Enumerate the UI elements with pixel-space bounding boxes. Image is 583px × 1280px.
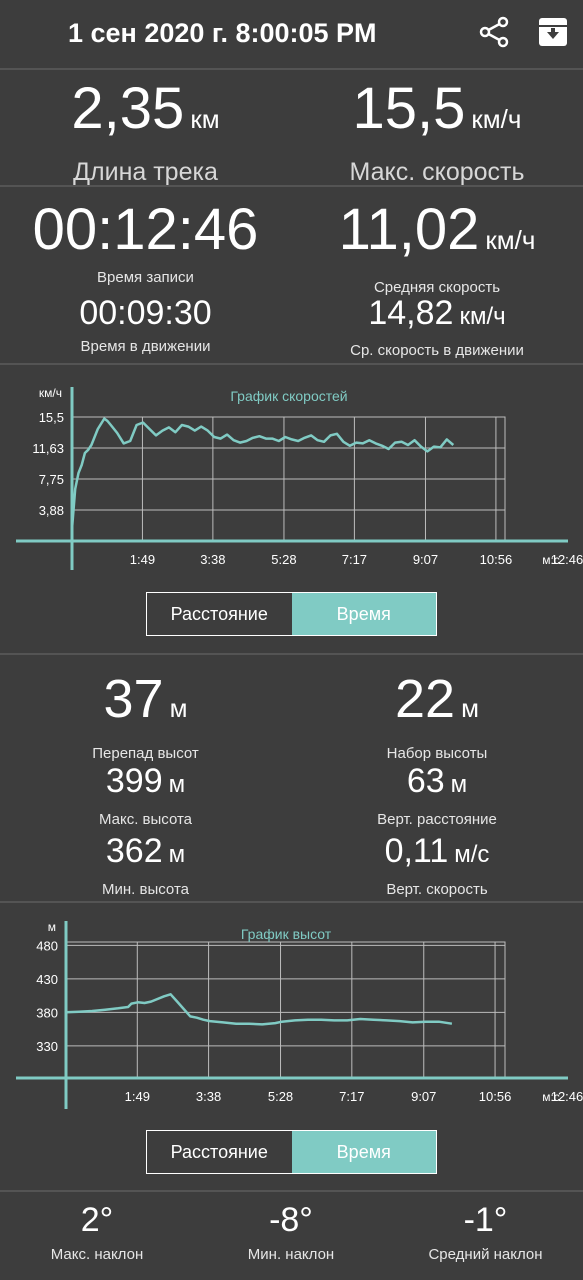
y-tick-label: 430	[36, 972, 58, 987]
avg-slope-label: Средний наклон	[428, 1246, 543, 1263]
elevation-chart-svg: 330 380 430 480 1:49 3:38 5:28 7:17 9:07 10:56 12:…	[16, 920, 583, 1109]
app-header: 1 сен 2020 г. 8:00:05 PM	[0, 0, 583, 68]
track-date-title: 1 сен 2020 г. 8:00:05 PM	[68, 18, 377, 48]
avg-speed-label: Средняя скорость	[373, 279, 501, 296]
x-axis-unit-label: м:с	[542, 553, 560, 567]
max-slope-block: 2° Макс. наклон	[0, 1203, 194, 1263]
vert-distance-block: 63 м Верт. расстояние	[291, 764, 583, 828]
moving-time-label: Время в движении	[80, 338, 211, 355]
toggle-distance-button[interactable]: Расстояние	[170, 603, 268, 624]
min-slope-value: -8°	[269, 1201, 313, 1239]
toggle-time-button[interactable]: Время	[291, 1131, 436, 1173]
max-speed-value: 15,5 км/ч	[352, 76, 522, 141]
x-tick-label: 9:07	[413, 552, 438, 567]
track-length-label: Длина трека	[73, 158, 218, 186]
y-axis-unit-label: км/ч	[39, 386, 62, 400]
speed-chart-toggle: Расстояние Время	[146, 592, 437, 636]
x-tick-label: 12:46	[551, 1089, 583, 1104]
max-slope-value: 2°	[80, 1201, 114, 1239]
max-altitude-value: 399 м	[105, 762, 186, 800]
moving-avg-speed-block: 14,82 км/ч Ср. скорость в движении	[291, 296, 583, 359]
x-tick-label: 3:38	[200, 552, 225, 567]
archive-button[interactable]	[535, 14, 571, 50]
avg-slope-value: -1°	[463, 1201, 508, 1239]
moving-avg-speed-label: Ср. скорость в движении	[350, 342, 524, 359]
elevation-chart-toggle: Расстояние Время	[146, 1130, 437, 1174]
elevation-gain-value: 22 м	[395, 669, 479, 729]
elevation-chart: 330 380 430 480 1:49 3:38 5:28 7:17 9:07 10:56 12:…	[0, 913, 583, 1118]
max-slope-label: Макс. наклон	[50, 1246, 144, 1263]
min-slope-block: -8° Мин. наклон	[194, 1203, 388, 1263]
chart-title: График высот	[241, 926, 332, 942]
record-time-label: Время записи	[97, 269, 194, 286]
x-tick-label: 5:28	[271, 552, 296, 567]
elevation-diff-block: 37 м Перепад высот	[0, 672, 291, 762]
vert-speed-label: Верт. скорость	[386, 881, 488, 898]
track-length-block: 2,35 км Длина трека	[0, 80, 291, 187]
vert-speed-value: 0,11 м/с	[384, 832, 490, 870]
series-line	[70, 417, 455, 530]
x-tick-label: 1:49	[125, 1089, 150, 1104]
max-altitude-block: 399 м Макс. высота	[0, 764, 291, 828]
x-tick-label: 1:49	[130, 552, 155, 567]
y-axis-unit-label: м	[48, 920, 56, 934]
max-speed-block: 15,5 км/ч Макс. скорость	[291, 80, 583, 187]
elevation-gain-label: Набор высоты	[386, 745, 488, 762]
x-axis-unit-label: м:с	[542, 1090, 560, 1104]
archive-download-icon	[539, 18, 567, 46]
min-altitude-block: 362 м Мин. высота	[0, 834, 291, 898]
x-tick-label: 5:28	[268, 1089, 293, 1104]
speed-chart: 3,88 7,75 11,63 15,5 1:49 3:38 5:28 7:17 9:07 10:…	[0, 375, 583, 580]
y-tick-label: 15,5	[39, 410, 64, 425]
y-tick-label: 3,88	[39, 503, 64, 518]
moving-avg-speed-value: 14,82 км/ч	[368, 294, 506, 332]
avg-slope-block: -1° Средний наклон	[388, 1203, 583, 1263]
max-altitude-label: Макс. высота	[98, 811, 193, 828]
min-altitude-label: Мин. высота	[102, 881, 189, 898]
grid-frame	[65, 941, 506, 1079]
avg-speed-value: 11,02 км/ч	[338, 197, 536, 262]
x-tick-label: 7:17	[339, 1089, 364, 1104]
series-line	[65, 993, 453, 1026]
moving-time-value: 00:09:30	[79, 294, 212, 332]
y-tick-label: 480	[36, 938, 58, 953]
x-tick-label: 9:07	[411, 1089, 436, 1104]
vert-distance-value: 63 м	[406, 762, 468, 800]
y-tick-label: 7,75	[39, 472, 64, 487]
track-length-value: 2,35 км	[71, 76, 220, 141]
avg-speed-block: 11,02 км/ч Средняя скорость	[291, 197, 583, 297]
vert-speed-block: 0,11 м/с Верт. скорость	[291, 834, 583, 898]
x-tick-label: 10:56	[480, 552, 513, 567]
divider	[0, 363, 583, 365]
vert-distance-label: Верт. расстояние	[377, 811, 497, 828]
y-tick-label: 330	[36, 1039, 58, 1054]
max-speed-label: Макс. скорость	[349, 158, 525, 186]
min-slope-label: Мин. наклон	[247, 1246, 335, 1263]
divider	[0, 68, 583, 70]
x-tick-label: 12:46	[551, 552, 583, 567]
chart-title: График скоростей	[230, 388, 347, 404]
record-time-block: 00:12:46 Время записи	[0, 197, 291, 287]
y-tick-label: 380	[36, 1005, 58, 1020]
x-tick-label: 7:17	[342, 552, 367, 567]
divider	[0, 185, 583, 187]
share-button[interactable]	[476, 14, 512, 50]
elevation-gain-block: 22 м Набор высоты	[291, 672, 583, 762]
x-tick-label: 3:38	[196, 1089, 221, 1104]
min-altitude-value: 362 м	[105, 832, 186, 870]
toggle-time-button[interactable]: Время	[291, 593, 436, 635]
divider	[0, 653, 583, 655]
divider	[0, 901, 583, 903]
y-tick-label: 11,63	[32, 441, 64, 456]
elevation-diff-value: 37 м	[103, 669, 188, 729]
toggle-distance-button[interactable]: Расстояние	[170, 1141, 268, 1162]
moving-time-block: 00:09:30 Время в движении	[0, 296, 291, 355]
elevation-diff-label: Перепад высот	[92, 745, 199, 762]
divider	[0, 1190, 583, 1192]
share-icon	[479, 16, 509, 48]
x-tick-label: 10:56	[479, 1089, 512, 1104]
record-time-value: 00:12:46	[32, 197, 259, 262]
speed-chart-svg: 3,88 7,75 11,63 15,5 1:49 3:38 5:28 7:17 9:07 10:…	[16, 386, 583, 570]
